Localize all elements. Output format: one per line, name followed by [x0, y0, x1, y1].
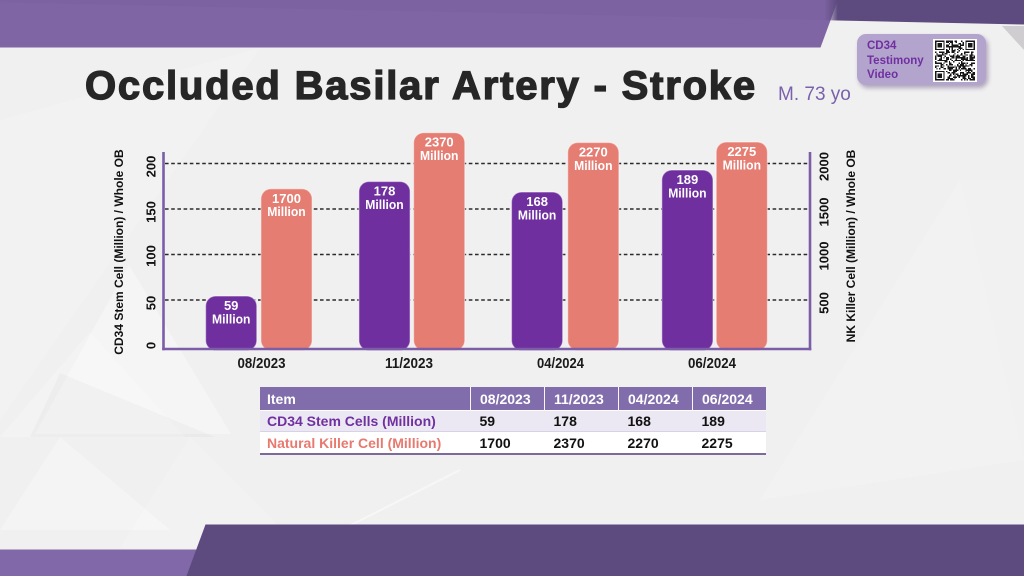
svg-text:Million: Million	[365, 197, 403, 212]
svg-text:189: 189	[677, 172, 699, 187]
svg-text:06/2024: 06/2024	[688, 356, 736, 372]
svg-text:2275: 2275	[727, 144, 756, 159]
svg-text:NK Killer Cell (Million) / Who: NK Killer Cell (Million) / Whole OB	[844, 149, 858, 342]
svg-text:59: 59	[224, 298, 238, 313]
svg-text:CD34 Stem Cell (Million) / Who: CD34 Stem Cell (Million) / Whole OB	[112, 149, 126, 355]
svg-text:0: 0	[144, 342, 159, 349]
svg-text:04/2024: 04/2024	[537, 356, 584, 372]
svg-text:Million: Million	[574, 158, 612, 173]
svg-text:100: 100	[144, 245, 159, 267]
svg-text:Million: Million	[420, 148, 458, 163]
svg-text:Million: Million	[723, 157, 761, 172]
svg-text:1500: 1500	[817, 198, 832, 227]
svg-text:1700: 1700	[272, 191, 301, 206]
svg-text:168: 168	[526, 194, 548, 209]
svg-text:2000: 2000	[817, 152, 832, 181]
svg-text:Million: Million	[212, 311, 250, 326]
svg-text:150: 150	[144, 201, 159, 223]
svg-text:178: 178	[374, 184, 396, 199]
svg-text:Million: Million	[668, 185, 706, 200]
svg-text:1000: 1000	[817, 242, 832, 271]
svg-text:2370: 2370	[425, 135, 454, 150]
svg-text:11/2023: 11/2023	[385, 356, 433, 372]
svg-text:Million: Million	[518, 207, 556, 222]
svg-text:200: 200	[144, 156, 159, 178]
svg-text:08/2023: 08/2023	[238, 356, 286, 372]
svg-text:Million: Million	[267, 204, 305, 219]
svg-text:2270: 2270	[579, 145, 608, 160]
svg-text:50: 50	[144, 296, 159, 310]
svg-text:500: 500	[817, 292, 832, 314]
